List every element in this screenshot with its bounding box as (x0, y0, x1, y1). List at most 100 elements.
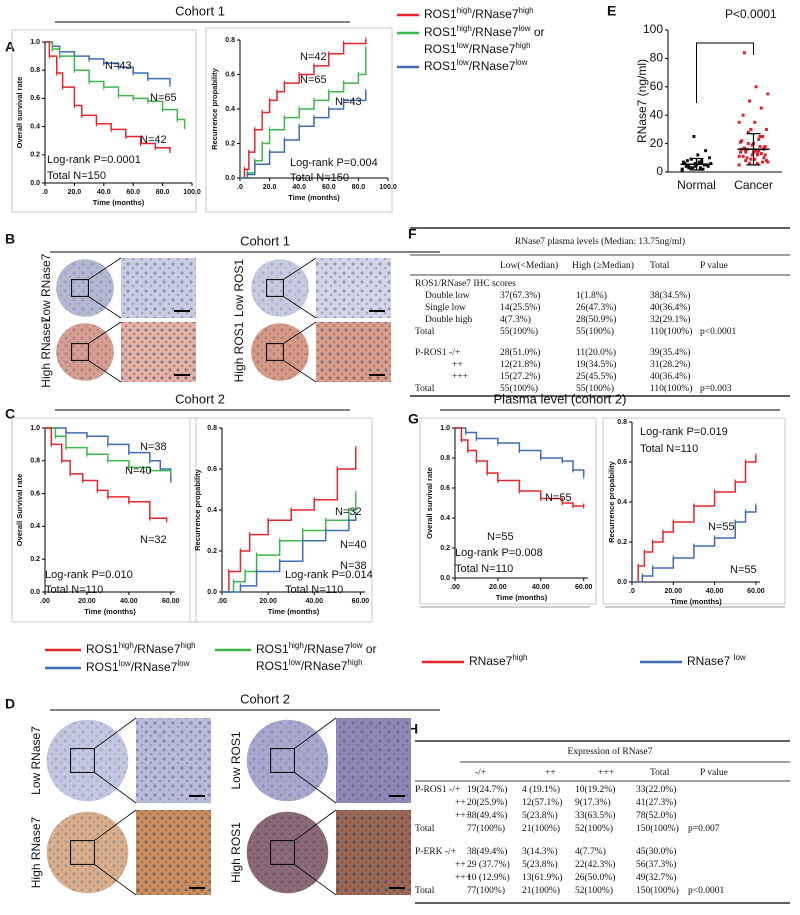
legend-text: RNase7 (469, 654, 513, 668)
legend-text: high (181, 641, 196, 650)
zoom-texture (136, 810, 211, 895)
zoom-connector (283, 321, 317, 344)
annotation: Log-rank P=0.019 (640, 426, 728, 438)
data-point (739, 150, 742, 154)
annotation: Log-rank P=0.008 (455, 547, 543, 559)
y-tick-label: 0.6 (30, 95, 40, 102)
zoom-texture (336, 718, 411, 803)
table-cell: 21(100%) (522, 885, 560, 896)
x-tick-label: .00 (40, 598, 50, 605)
table-cell: 150(100%) (636, 885, 679, 896)
x-tick-label: .00 (450, 584, 460, 591)
table-header: Total (650, 261, 670, 271)
data-point (750, 143, 754, 147)
table-cell: 55(100%) (500, 326, 538, 337)
km-curve (45, 427, 168, 520)
legend-text: ROS1 (424, 7, 457, 21)
panel-label: G (408, 411, 419, 427)
legend-text: low (351, 641, 363, 650)
zoom-texture (316, 322, 391, 382)
y-tick-label: 60 (650, 79, 664, 93)
x-tick-label: 60.00 (747, 588, 765, 595)
x-tick-label: 20.00 (78, 598, 96, 605)
x-tick-label: 100.0 (183, 189, 201, 196)
table-cell: 55(100%) (576, 326, 614, 337)
table-cell: 31(28.2%) (650, 359, 690, 370)
data-point (766, 92, 770, 96)
x-tick-label: .0 (237, 184, 243, 191)
legend-text: ROS1 (86, 660, 119, 674)
row-label: P-ROS1 -/+ (415, 785, 460, 795)
zoom-box (266, 279, 284, 297)
table-cell: 77(100%) (467, 885, 505, 896)
p-value: p=0.003 (700, 384, 732, 394)
table-cell: 5(23.8%) (522, 810, 558, 821)
legend-text: RNase7 (687, 654, 734, 668)
legend-text: low (177, 659, 189, 668)
row-label: Double high (425, 315, 472, 325)
ihc-label: High RNase7 (29, 816, 43, 888)
x-tick-label: 60.00 (575, 584, 593, 591)
y-tick-label: 0.0 (617, 579, 627, 586)
legend-text: high (457, 24, 472, 33)
table-cell: 77(100%) (467, 823, 505, 834)
row-label: P-ROS1 -/+ (415, 348, 460, 358)
y-tick-label: 0.2 (207, 548, 217, 555)
data-point (700, 160, 704, 164)
table-cell: 33(63.5%) (575, 810, 615, 821)
legend-text: /RNase7 (469, 42, 516, 56)
legend-text: ROS1 (424, 25, 457, 39)
annotation: Total N=150 (47, 170, 106, 182)
data-point (742, 146, 746, 150)
chart-frame (602, 417, 786, 605)
data-point (750, 153, 754, 157)
panel-label: F (408, 226, 417, 242)
data-point (746, 142, 750, 146)
x-tick-label: .0 (42, 189, 48, 196)
legend-text: low (515, 58, 527, 67)
legend-label: ROS1low/RNase7high (256, 658, 363, 674)
zoom-box (70, 840, 95, 865)
x-tick-label: 40.00 (305, 598, 323, 605)
y-tick-label: 0.4 (30, 123, 40, 130)
y-tick-label: 0.0 (30, 589, 40, 596)
zoom-connector (94, 809, 137, 841)
table-cell: 32(29.1%) (650, 314, 690, 325)
data-point (746, 130, 750, 134)
y-axis-label: Recurrence propability (210, 67, 219, 150)
chart-frame (419, 417, 597, 605)
table-cell: 21(100%) (522, 823, 560, 834)
y-axis-label: Overall survival rate (425, 467, 434, 539)
legend-label: ROS1high/RNase7low or (424, 24, 545, 40)
x-tick-label: Cancer (734, 178, 773, 192)
table-cell: 19(34.5%) (576, 359, 616, 370)
table-cell: 11(20.0%) (576, 347, 616, 358)
panel-label: E (607, 3, 616, 19)
x-tick-label: Normal (677, 178, 716, 192)
table-cell: 25(45.5%) (576, 371, 616, 382)
tma-texture (56, 323, 114, 381)
y-tick-label: 0.6 (617, 459, 627, 466)
ihc-label: High ROS1 (229, 822, 243, 883)
data-point (693, 164, 697, 168)
y-tick-label: 0.4 (225, 106, 235, 113)
y-tick-label: 0.8 (440, 455, 450, 462)
data-point (708, 156, 711, 160)
table-cell: 29 (37.7%) (467, 859, 510, 870)
data-point (748, 161, 752, 165)
data-point (749, 157, 753, 161)
data-point (755, 153, 759, 157)
y-tick-label: 100 (643, 22, 663, 36)
data-point (749, 127, 753, 131)
cohort-title: Cohort 1 (240, 233, 290, 248)
y-tick-label: 0.0 (207, 589, 217, 596)
table-cell: 49(32.7%) (636, 872, 676, 883)
table-cell: 4 (19.1%) (522, 784, 560, 795)
row-label: P-ERK -/+ (415, 847, 456, 857)
table-header: P value (700, 768, 728, 778)
data-point (758, 144, 762, 148)
data-point (754, 149, 758, 153)
y-axis-label: Overall Survival rate (15, 474, 24, 547)
zoom-texture (336, 810, 411, 895)
legend-text: or (531, 25, 545, 39)
